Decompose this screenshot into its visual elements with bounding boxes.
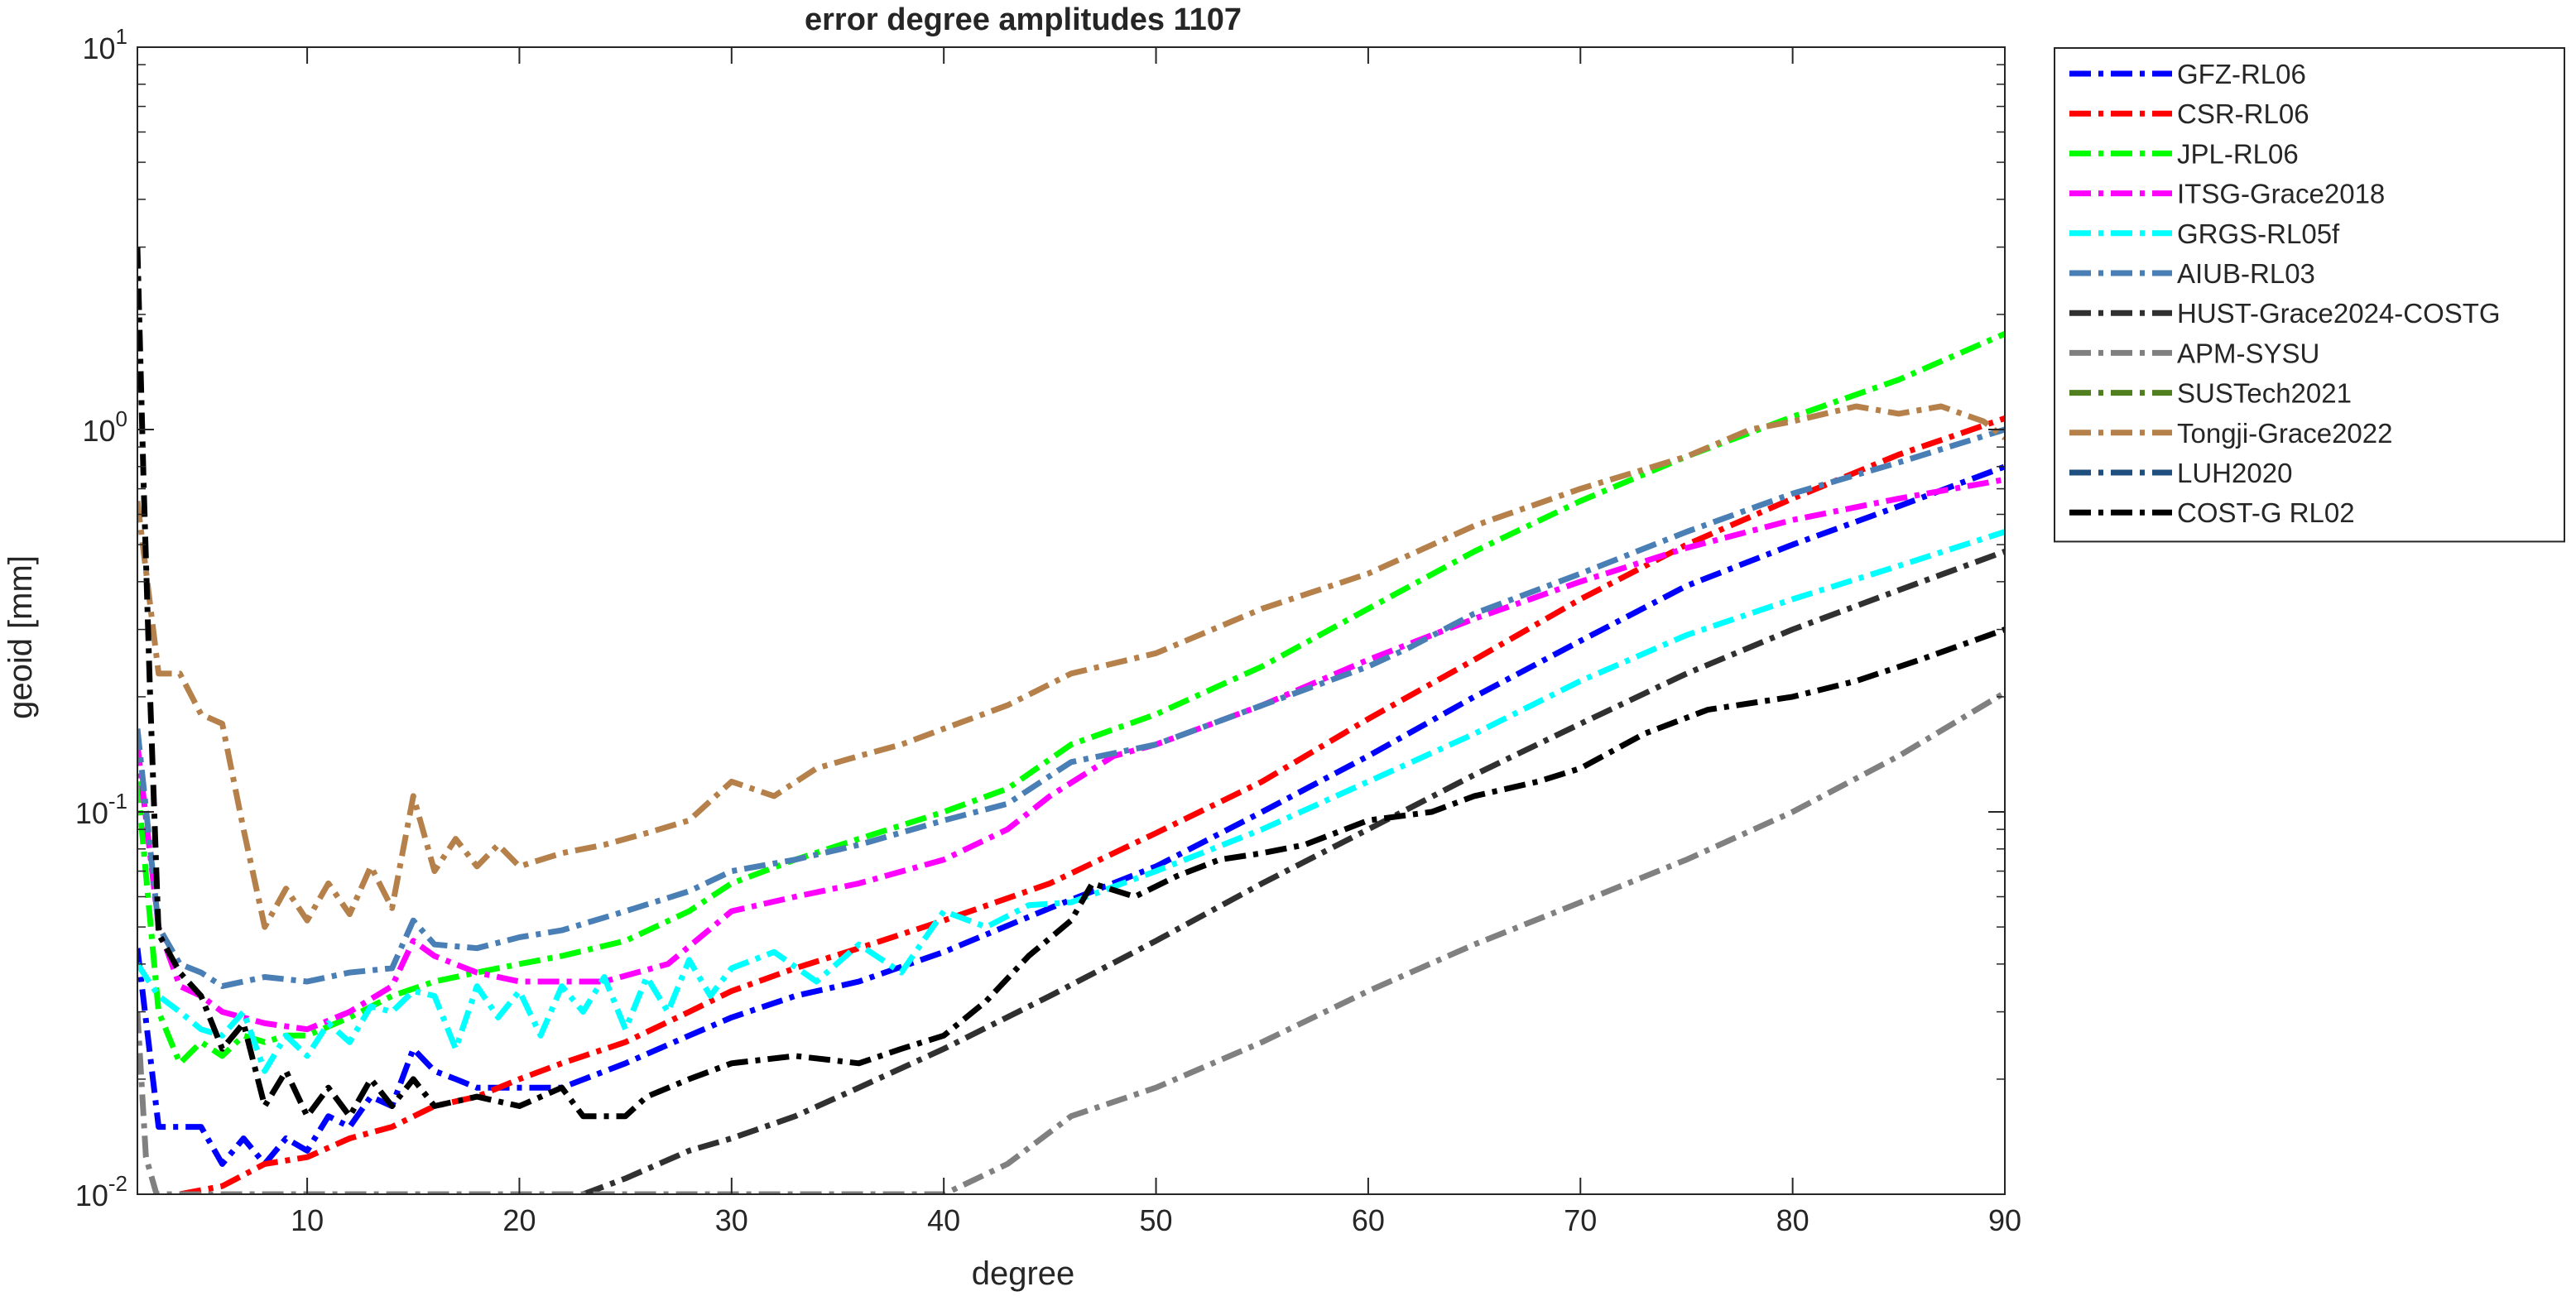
y-ticks: 10-2 10-1 100 101: [75, 24, 2005, 1212]
series-line-3: [137, 476, 2005, 1033]
y-axis-label: geoid [mm]: [2, 555, 39, 719]
legend-label: GRGS-RL05f: [2177, 218, 2340, 249]
series-line-7: [137, 689, 2005, 1194]
legend-label: CSR-RL06: [2177, 98, 2309, 129]
series-line-5: [137, 426, 2005, 990]
x-tick-label: 40: [927, 1203, 960, 1237]
legend-label: GFZ-RL06: [2177, 59, 2306, 89]
x-tick-label: 70: [1564, 1203, 1597, 1237]
series-line-4: [137, 529, 2005, 1074]
series-line-9: [137, 403, 2005, 930]
series-line-1: [179, 415, 2005, 1194]
legend-label: APM-SYSU: [2177, 338, 2319, 368]
series-line-2: [137, 331, 2005, 1067]
plot-frame: [137, 46, 2006, 1195]
legend-label: COST-G RL02: [2177, 497, 2355, 528]
legend-label: JPL-RL06: [2177, 138, 2299, 169]
chart-title: error degree amplitudes 1107: [805, 2, 1242, 37]
x-tick-label: 90: [1988, 1203, 2021, 1237]
legend-label: AIUB-RL03: [2177, 258, 2315, 289]
x-ticks: 10 20 30 40 50 60 70 80 90: [291, 47, 2021, 1237]
x-tick-label: 30: [715, 1203, 748, 1237]
legend-label: ITSG-Grace2018: [2177, 179, 2385, 209]
legend-label: SUSTech2021: [2177, 378, 2352, 409]
legend: GFZ-RL06 CSR-RL06 JPL-RL06 ITSG-Grace2018 GR…: [2054, 47, 2565, 543]
y-tick-label: 101: [82, 24, 127, 65]
x-tick-label: 10: [291, 1203, 324, 1237]
x-tick-label: 50: [1140, 1203, 1173, 1237]
series-layer: [137, 247, 2005, 1194]
y-tick-label: 10-1: [75, 789, 127, 830]
series-line-11: [137, 247, 2005, 1120]
legend-label: HUST-Grace2024-COSTG: [2177, 298, 2501, 329]
legend-label: LUH2020: [2177, 458, 2292, 488]
y-tick-label: 100: [82, 406, 127, 448]
x-axis-label: degree: [972, 1255, 1075, 1292]
legend-box: [2054, 47, 2565, 543]
series-line-6: [582, 549, 2005, 1194]
x-tick-label: 20: [502, 1203, 536, 1237]
y-tick-label: 10-2: [75, 1171, 127, 1212]
x-tick-label: 80: [1776, 1203, 1809, 1237]
x-tick-label: 60: [1352, 1203, 1385, 1237]
legend-label: Tongji-Grace2022: [2177, 418, 2393, 449]
series-line-0: [137, 463, 2005, 1167]
